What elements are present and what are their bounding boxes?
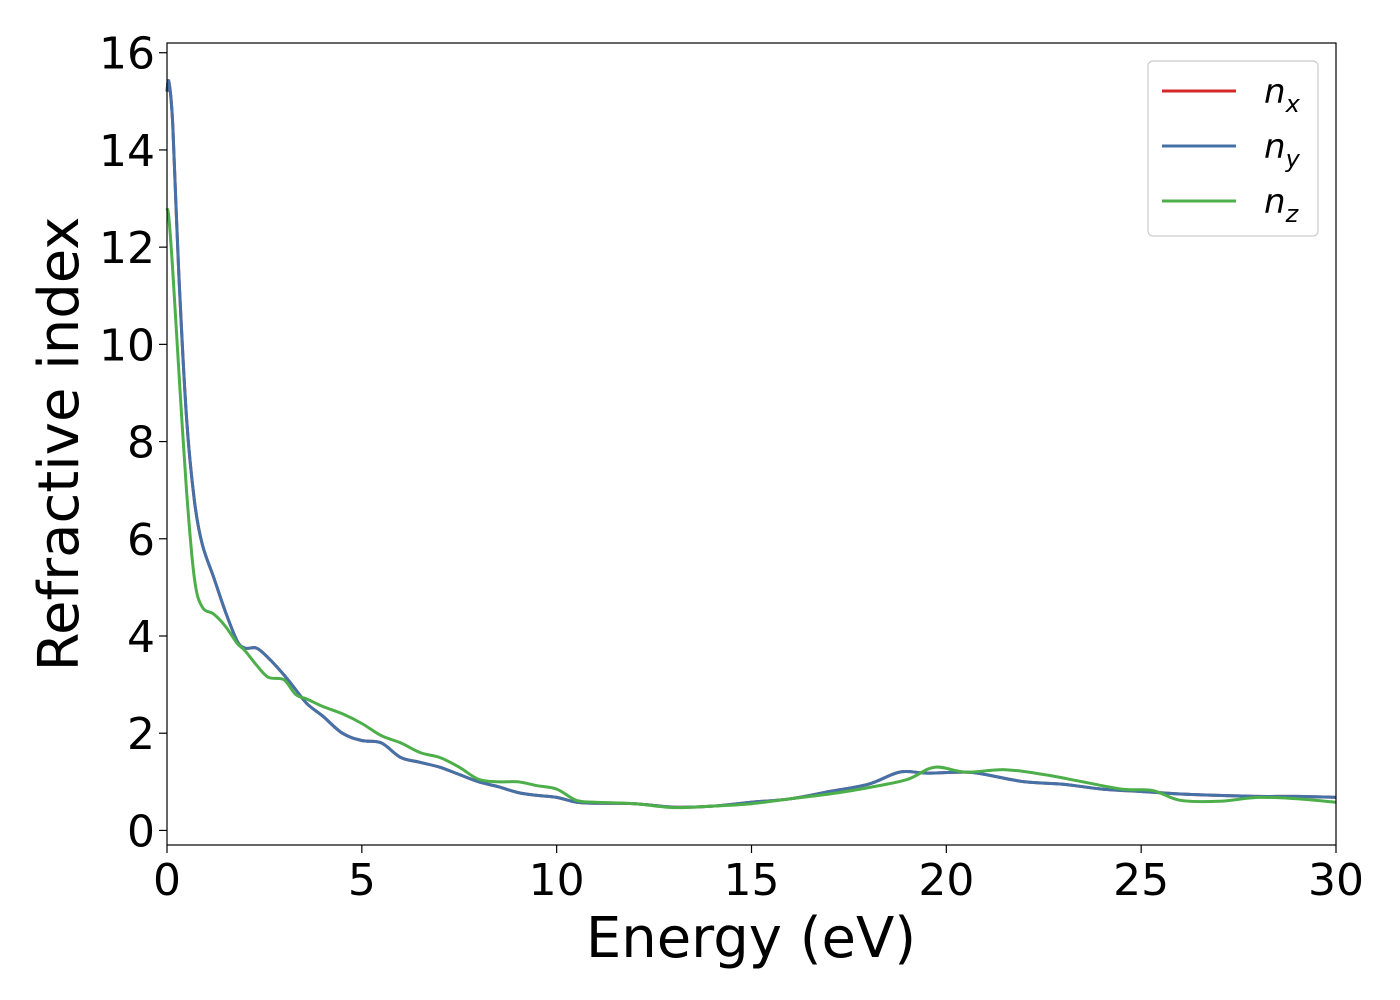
y-tick-label: 6 bbox=[127, 515, 155, 566]
y-tick-label: 10 bbox=[99, 320, 155, 371]
legend-label-z: nz bbox=[1264, 182, 1300, 228]
x-axis-ticks: 0 5 10 15 20 25 30 bbox=[153, 845, 1364, 906]
legend-label-y: ny bbox=[1264, 127, 1301, 173]
x-tick-label: 30 bbox=[1308, 855, 1364, 906]
x-tick-label: 25 bbox=[1113, 855, 1169, 906]
legend: nx ny nz bbox=[1147, 60, 1319, 237]
y-tick-label: 8 bbox=[127, 418, 155, 469]
y-tick-label: 0 bbox=[127, 806, 155, 857]
series-layer bbox=[165, 79, 1337, 810]
x-tick-label: 10 bbox=[529, 855, 585, 906]
x-tick-label: 5 bbox=[348, 855, 376, 906]
x-tick-label: 15 bbox=[724, 855, 780, 906]
x-axis-label: Energy (eV) bbox=[586, 906, 916, 971]
x-tick-label: 0 bbox=[153, 855, 181, 906]
y-tick-label: 2 bbox=[127, 709, 155, 760]
legend-box bbox=[1147, 60, 1319, 237]
legend-label-x: nx bbox=[1264, 72, 1301, 118]
y-tick-label: 16 bbox=[99, 29, 155, 80]
y-tick-label: 12 bbox=[99, 223, 155, 274]
y-tick-label: 14 bbox=[99, 126, 155, 177]
y-tick-label: 4 bbox=[127, 612, 155, 663]
series-line-y bbox=[165, 79, 1337, 809]
series-line-z bbox=[165, 207, 1337, 810]
x-tick-label: 20 bbox=[918, 855, 974, 906]
y-axis-label: Refractive index bbox=[27, 217, 92, 672]
y-axis-ticks: 0 2 4 6 8 10 12 14 16 bbox=[99, 29, 167, 857]
